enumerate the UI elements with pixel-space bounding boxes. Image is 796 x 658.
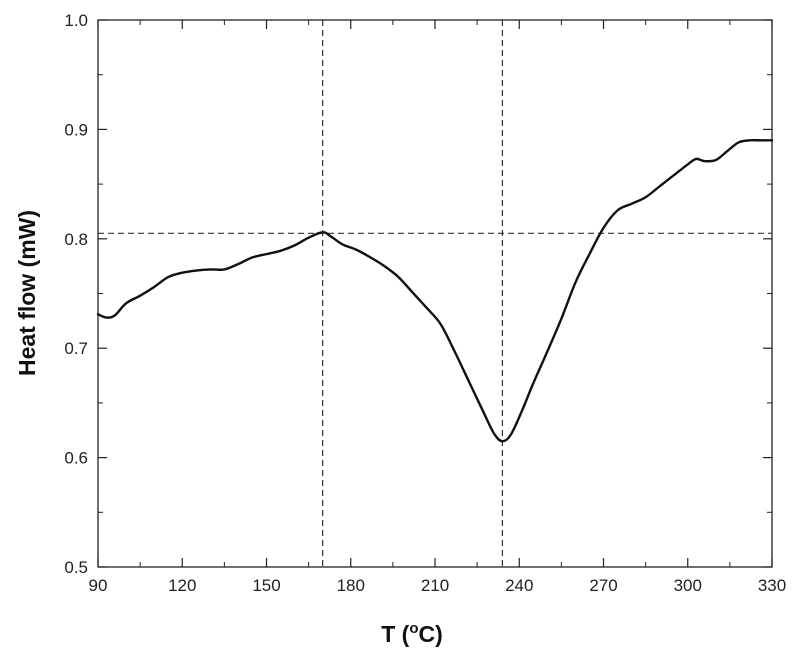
y-tick-label: 0.8 — [64, 230, 88, 249]
heat-flow-curve — [96, 138, 774, 443]
x-tick-label: 270 — [589, 576, 617, 595]
x-axis-title: T (oC) — [381, 620, 443, 647]
x-tick-label: 120 — [168, 576, 196, 595]
y-tick-label: 0.7 — [64, 339, 88, 358]
reference-lines — [98, 20, 772, 567]
y-tick-label: 0.5 — [64, 558, 88, 577]
axis-ticks — [97, 19, 773, 568]
y-tick-label: 0.6 — [64, 449, 88, 468]
y-axis-title: Heat flow (mW) — [14, 210, 40, 376]
x-axis-title-suffix: C) — [419, 621, 443, 647]
x-tick-label: 210 — [421, 576, 449, 595]
x-axis-title-superscript: o — [409, 620, 418, 637]
y-tick-label: 0.9 — [64, 120, 88, 139]
tick-labels: 90 120 150 180 210 240 270 300 330 0.5 0.6 0.7 0.8 0.… — [64, 11, 786, 595]
x-tick-label: 150 — [252, 576, 280, 595]
x-axis-title-main: T ( — [381, 621, 409, 647]
y-tick-label: 1.0 — [64, 11, 88, 30]
x-tick-label: 240 — [505, 576, 533, 595]
plot-frame — [97, 19, 773, 568]
series-group — [96, 138, 774, 443]
x-tick-label: 330 — [758, 576, 786, 595]
x-tick-label: 90 — [89, 576, 108, 595]
x-tick-label: 300 — [674, 576, 702, 595]
x-tick-label: 180 — [337, 576, 365, 595]
